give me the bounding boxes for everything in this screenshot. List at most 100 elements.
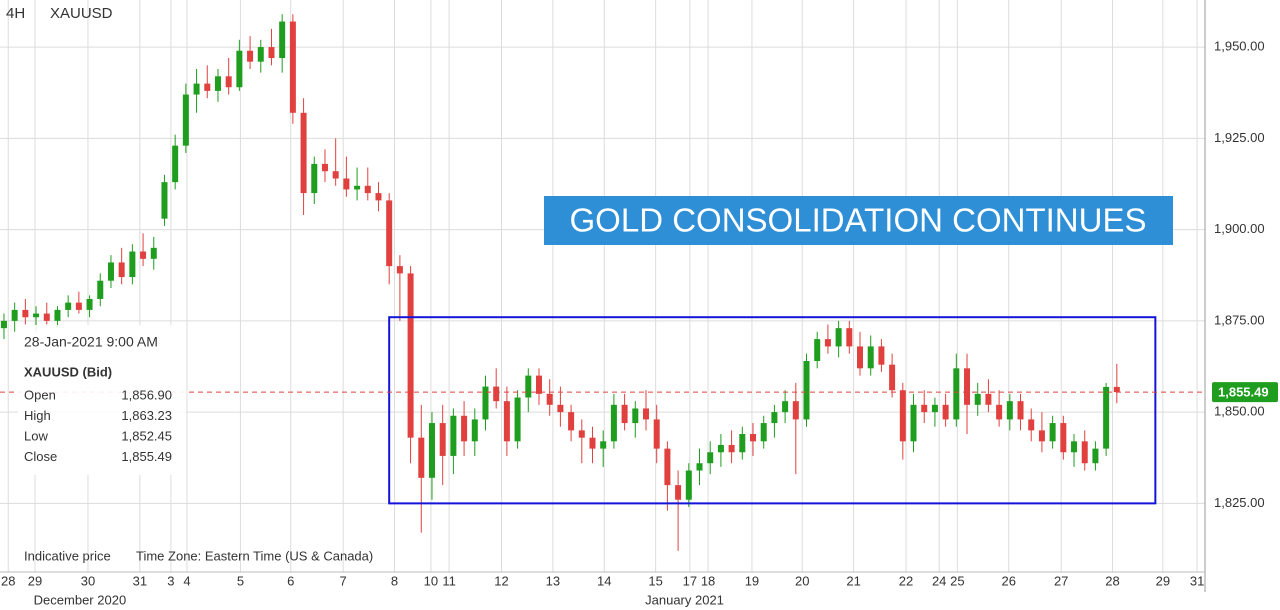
symbol: XAUUSD — [50, 5, 113, 22]
candle-body — [386, 200, 393, 267]
candle-body — [1071, 441, 1078, 453]
candle-body — [268, 47, 275, 59]
y-tick-label: 1,925.00 — [1214, 130, 1265, 145]
footer: Time Zone: Eastern Time (US & Canada) — [136, 548, 373, 563]
candle-body — [461, 415, 468, 442]
annotation-box — [544, 196, 1173, 245]
candle-body — [43, 313, 50, 321]
candle-body — [889, 364, 896, 391]
candle-body — [664, 448, 671, 486]
candle-body — [11, 309, 18, 321]
last-price-label: 1,855.49 — [1218, 385, 1269, 400]
candle-body — [814, 339, 821, 362]
candle-body — [675, 485, 682, 500]
month-label: December 2020 — [34, 592, 127, 607]
candle-body — [835, 328, 842, 347]
candle-body — [289, 21, 296, 113]
candle-body — [107, 262, 114, 281]
annotation: GOLD CONSOLIDATION CONTINUES — [570, 202, 1147, 239]
plot — [0, 14, 1205, 551]
x-tick-label: 14 — [597, 573, 611, 588]
candle-body — [792, 401, 799, 420]
candle-body — [0, 320, 7, 329]
x-tick-label: 24 — [932, 573, 946, 588]
candle-body — [578, 430, 585, 438]
candle-body — [204, 83, 211, 91]
candle-body — [525, 375, 532, 398]
y-tick-label: 1,850.00 — [1214, 404, 1265, 419]
x-tick-label: 10 — [424, 573, 438, 588]
info-value: 1,852.45 — [121, 428, 172, 443]
candle-body — [439, 423, 446, 456]
candle-body — [1017, 401, 1024, 420]
candle-body — [1113, 386, 1120, 393]
candle-body — [450, 415, 457, 456]
candle-body — [728, 444, 735, 453]
candle-body — [589, 437, 596, 449]
candle-body — [214, 76, 221, 91]
x-tick-label: 3 — [167, 573, 174, 588]
candle-body — [857, 346, 864, 369]
info-label: Low — [24, 428, 48, 443]
candle-body — [407, 273, 414, 438]
info-value: 1,855.49 — [121, 449, 172, 464]
x-tick-label: 31 — [1190, 573, 1204, 588]
candle-body — [771, 412, 778, 424]
candle-body — [172, 145, 179, 183]
candle-body — [535, 375, 542, 394]
x-tick-label: 28 — [1, 573, 15, 588]
info-value: 1,863.23 — [121, 408, 172, 423]
candle-body — [22, 309, 29, 318]
y-tick-label: 1,900.00 — [1214, 221, 1265, 236]
candle-body — [996, 404, 1003, 420]
x-tick-label: 31 — [133, 573, 147, 588]
candle-body — [739, 434, 746, 453]
x-tick-label: 22 — [899, 573, 913, 588]
candle-body — [493, 386, 500, 402]
candle-body — [86, 298, 93, 310]
candle-body — [632, 408, 639, 424]
candle-body — [568, 412, 575, 431]
x-tick-label: 21 — [846, 573, 860, 588]
info-label: Close — [24, 449, 57, 464]
candle-body — [717, 444, 724, 453]
candle-body — [546, 393, 553, 405]
x-tick-label: 18 — [701, 573, 715, 588]
candle-body — [150, 247, 157, 259]
candle-body — [1092, 448, 1099, 464]
candle-body — [471, 419, 478, 442]
candle-body — [878, 346, 885, 365]
candle-body — [1060, 423, 1067, 453]
y-tick-label: 1,825.00 — [1214, 495, 1265, 510]
candle-body — [1103, 386, 1110, 449]
candle-body — [867, 346, 874, 369]
candle-body — [97, 280, 104, 299]
candle-body — [803, 361, 810, 420]
candle-body — [621, 404, 628, 424]
x-tick-label: 27 — [1054, 573, 1068, 588]
candle-body — [257, 47, 264, 62]
x-tick-label: 19 — [745, 573, 759, 588]
x-tick-label: 5 — [237, 573, 244, 588]
x-tick-label: 15 — [648, 573, 662, 588]
candle-body — [247, 50, 254, 62]
candle-body — [696, 463, 703, 471]
candle-body — [653, 419, 660, 449]
x-tick-label: 28 — [1105, 573, 1119, 588]
candle-body — [503, 401, 510, 442]
y-tick-label: 1,950.00 — [1214, 39, 1265, 54]
month-label: January 2021 — [645, 592, 724, 607]
candle-body — [321, 163, 328, 172]
candle-body — [428, 423, 435, 478]
x-tick-label: 29 — [28, 573, 42, 588]
x-tick-label: 20 — [795, 573, 809, 588]
candle-body — [1081, 441, 1088, 464]
last-price-box — [1212, 382, 1278, 403]
candle-body — [931, 404, 938, 413]
candle-body — [279, 21, 286, 59]
candle-body — [236, 50, 243, 88]
candle-body — [750, 434, 757, 442]
candle-body — [354, 185, 361, 190]
